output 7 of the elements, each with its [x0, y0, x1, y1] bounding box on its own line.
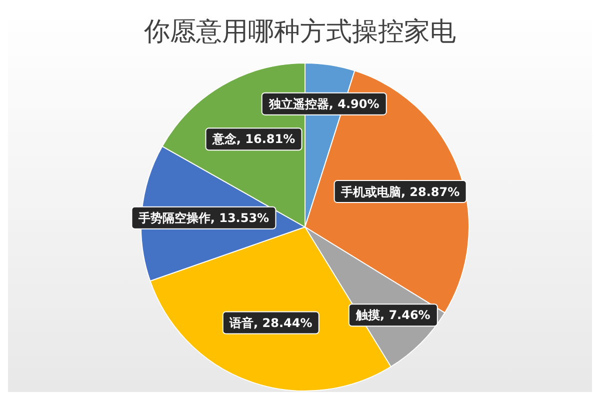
slice-label: 意念, 16.81% — [212, 131, 296, 148]
chart-title: 你愿意用哪种方式操控家电 — [143, 16, 457, 49]
slice-label: 手势隔空操作, 13.53% — [138, 210, 270, 226]
slice-label: 语音, 28.44% — [230, 314, 312, 331]
slice-label: 触摸, 7.46% — [356, 307, 430, 324]
slice-label: 独立遥控器, 4.90% — [268, 96, 380, 112]
slice-label: 手机或电脑, 28.87% — [340, 184, 460, 200]
